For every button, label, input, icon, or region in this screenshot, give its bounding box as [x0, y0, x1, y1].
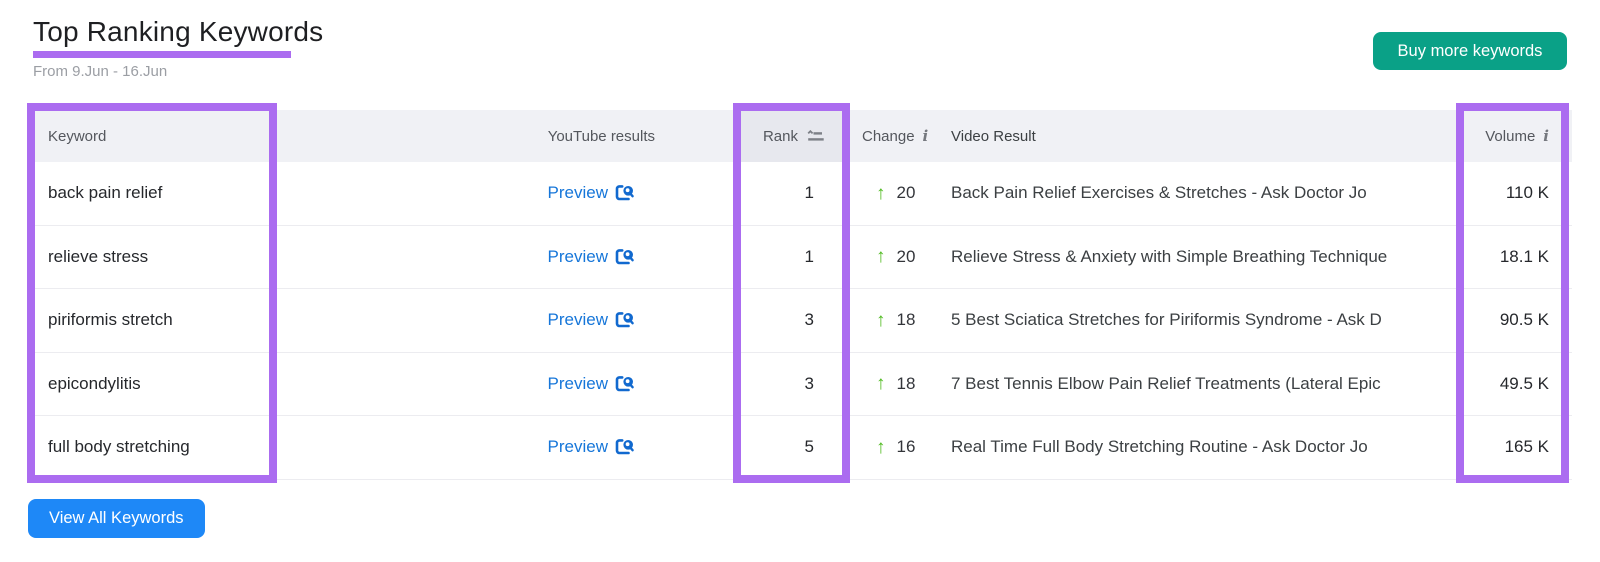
preview-link[interactable]: Preview	[548, 183, 635, 203]
table-body: back pain relief Preview 1 ↑ 20	[30, 162, 1572, 480]
keyword-cell: full body stretching	[48, 437, 190, 457]
keyword-cell: piriformis stretch	[48, 310, 173, 330]
rank-cell: 1	[804, 246, 814, 266]
youtube-results-cell: Preview	[277, 162, 733, 225]
arrow-up-icon: ↑	[876, 436, 886, 458]
arrow-up-icon: ↑	[876, 309, 886, 331]
youtube-results-cell: Preview	[277, 289, 733, 352]
volume-cell: 49.5 K	[1499, 373, 1549, 393]
preview-link[interactable]: Preview	[548, 374, 635, 394]
preview-link[interactable]: Preview	[548, 310, 635, 330]
volume-cell: 90.5 K	[1499, 310, 1549, 330]
change-info-icon[interactable]: i	[922, 127, 929, 145]
volume-cell: 165 K	[1504, 437, 1549, 457]
view-all-keywords-button[interactable]: View All Keywords	[28, 499, 205, 538]
buy-more-keywords-button[interactable]: Buy more keywords	[1373, 32, 1567, 70]
change-cell: ↑ 16	[850, 416, 945, 479]
page-title: Top Ranking Keywords	[33, 16, 324, 47]
table-row: full body stretching Preview 5 ↑	[30, 416, 1572, 480]
preview-icon	[615, 375, 634, 392]
change-value: 20	[896, 183, 916, 203]
preview-icon	[615, 185, 634, 201]
column-header-youtube-results: YouTube results	[547, 127, 655, 145]
arrow-up-icon: ↑	[876, 373, 886, 395]
keywords-table: Keyword YouTube results Rank Change i Vi…	[30, 110, 1572, 480]
rank-cell: 5	[804, 437, 814, 457]
column-header-keyword: Keyword	[48, 127, 107, 145]
video-result-cell: 5 Best Sciatica Stretches for Piriformis…	[951, 310, 1382, 330]
change-cell: ↑ 18	[850, 289, 945, 352]
table-row: back pain relief Preview 1 ↑ 20	[30, 162, 1572, 226]
video-result-cell: Relieve Stress & Anxiety with Simple Bre…	[951, 246, 1388, 266]
keyword-cell: relieve stress	[48, 246, 149, 266]
title-highlight-underline	[33, 51, 291, 58]
keyword-cell: epicondylitis	[48, 373, 141, 393]
youtube-results-cell: Preview	[277, 416, 733, 479]
volume-info-icon[interactable]: i	[1543, 127, 1549, 145]
change-value: 20	[896, 246, 916, 266]
change-value: 18	[896, 373, 916, 393]
table-row: relieve stress Preview 1 ↑ 20	[30, 225, 1572, 289]
change-cell: ↑ 20	[850, 226, 945, 289]
sort-ascending-icon	[807, 129, 824, 141]
volume-cell: 18.1 K	[1499, 246, 1549, 266]
table-row: epicondylitis Preview 3 ↑ 18	[30, 352, 1572, 416]
change-cell: ↑ 18	[850, 353, 945, 416]
video-result-cell: Back Pain Relief Exercises & Stretches -…	[951, 183, 1367, 203]
column-header-video-result: Video Result	[951, 127, 1036, 145]
column-header-rank[interactable]: Rank	[733, 110, 850, 162]
change-value: 18	[896, 310, 916, 330]
column-header-change: Change i	[862, 127, 929, 145]
arrow-up-icon: ↑	[876, 182, 886, 204]
video-result-cell: Real Time Full Body Stretching Routine -…	[951, 437, 1368, 457]
arrow-up-icon: ↑	[876, 246, 886, 268]
preview-icon	[615, 439, 634, 455]
preview-link[interactable]: Preview	[548, 437, 635, 457]
preview-icon	[615, 312, 634, 328]
rank-cell: 1	[804, 183, 814, 203]
table-row: piriformis stretch Preview 3 ↑ 1	[30, 289, 1572, 353]
rank-cell: 3	[804, 373, 814, 393]
change-value: 16	[896, 437, 916, 457]
video-result-cell: 7 Best Tennis Elbow Pain Relief Treatmen…	[951, 373, 1381, 393]
table-header-row: Keyword YouTube results Rank Change i Vi…	[30, 110, 1572, 162]
youtube-results-cell: Preview	[277, 353, 733, 416]
date-range: From 9.Jun - 16.Jun	[33, 63, 168, 80]
keyword-cell: back pain relief	[48, 183, 163, 203]
rank-cell: 3	[804, 310, 814, 330]
preview-icon	[615, 248, 634, 265]
preview-link[interactable]: Preview	[548, 247, 635, 267]
volume-cell: 110 K	[1505, 183, 1549, 203]
youtube-results-cell: Preview	[277, 226, 733, 289]
change-cell: ↑ 20	[850, 162, 945, 225]
column-header-volume: Volume i	[1485, 127, 1549, 145]
